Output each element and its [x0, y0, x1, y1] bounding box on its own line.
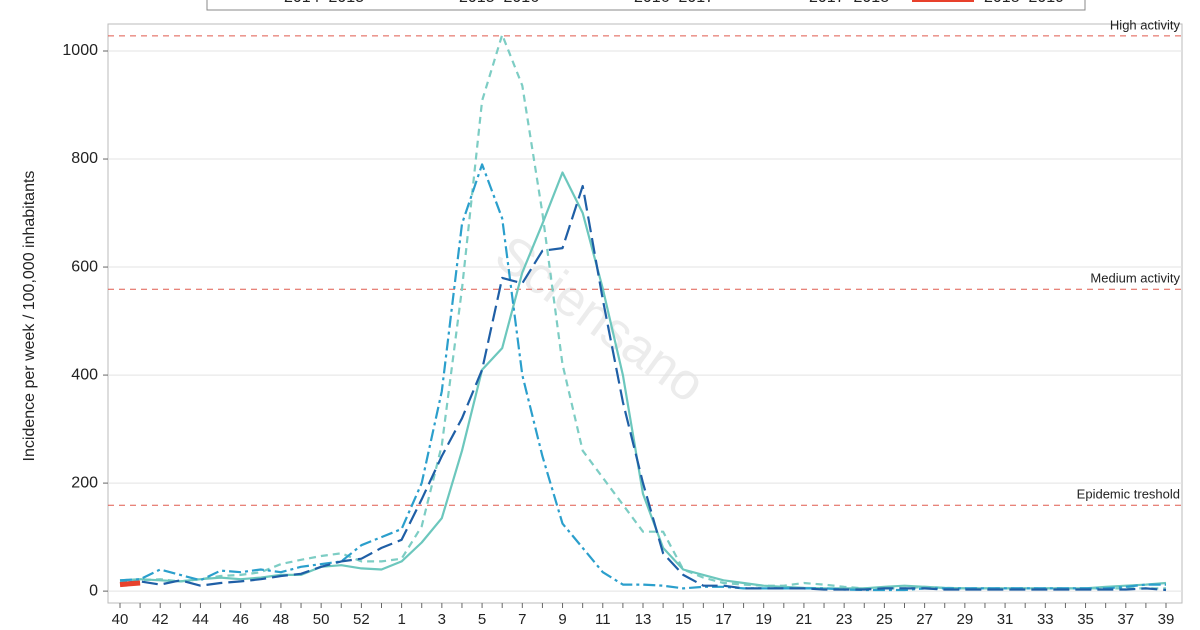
x-tick-label: 19: [755, 611, 772, 628]
plot-frame: [107, 23, 1183, 604]
x-tick-label: 9: [558, 611, 566, 628]
x-tick-label: 46: [232, 611, 249, 628]
x-tick-label: 44: [192, 611, 209, 628]
y-tick-label: 200: [71, 474, 98, 491]
threshold-label: Epidemic treshold: [1077, 487, 1180, 502]
x-tick-label: 37: [1117, 611, 1134, 628]
x-tick-label: 1: [397, 611, 405, 628]
x-tick-label: 52: [353, 611, 370, 628]
threshold-label: Medium activity: [1090, 271, 1180, 286]
watermark: Sciensano: [485, 225, 716, 415]
x-tick-label: 29: [957, 611, 974, 628]
x-tick-label: 23: [836, 611, 853, 628]
legend-label: 2018–2019: [984, 0, 1064, 6]
y-axis-label: Incidence per week / 100,000 inhabitants: [21, 171, 38, 462]
x-tick-label: 33: [1037, 611, 1054, 628]
x-tick-label: 3: [438, 611, 446, 628]
y-tick-label: 1000: [62, 42, 98, 59]
legend-label: 2017–2018: [809, 0, 889, 6]
legend-label: 2014–2015: [284, 0, 364, 6]
series-line: [119, 33, 1166, 590]
x-tick-label: 21: [796, 611, 813, 628]
series-line: [119, 184, 1167, 592]
x-tick-label: 48: [273, 611, 290, 628]
x-tick-label: 17: [715, 611, 732, 628]
threshold-label: High activity: [1110, 17, 1181, 32]
x-tick-label: 27: [916, 611, 933, 628]
x-tick-label: 11: [595, 611, 611, 628]
y-tick-label: 0: [89, 582, 98, 599]
y-tick-label: 400: [71, 366, 98, 383]
x-tick-label: 39: [1158, 611, 1175, 628]
x-tick-label: 35: [1077, 611, 1094, 628]
x-tick-label: 40: [112, 611, 129, 628]
x-tick-label: 42: [152, 611, 169, 628]
legend-label: 2016–2017: [634, 0, 714, 6]
x-tick-label: 50: [313, 611, 330, 628]
x-tick-label: 5: [478, 611, 486, 628]
x-tick-label: 31: [997, 611, 1014, 628]
x-tick-label: 15: [675, 611, 692, 628]
x-tick-label: 25: [876, 611, 893, 628]
y-tick-label: 600: [71, 258, 98, 275]
x-tick-label: 13: [635, 611, 652, 628]
legend-box: [206, 0, 1086, 11]
legend-label: 2015–2016: [459, 0, 539, 6]
x-tick-label: 7: [518, 611, 526, 628]
y-tick-label: 800: [71, 150, 98, 167]
series-line: [119, 580, 141, 588]
